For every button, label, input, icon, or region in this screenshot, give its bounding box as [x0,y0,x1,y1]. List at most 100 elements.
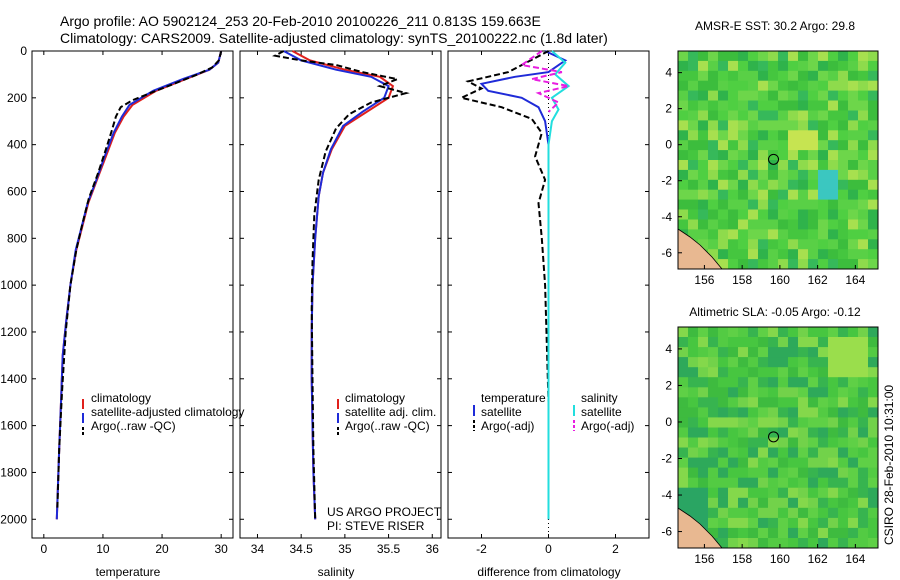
map-cell [748,169,759,181]
map-cell [678,169,689,181]
map-cell [758,437,769,448]
map-cell [738,90,749,101]
map-cell [718,130,729,141]
map-cell [738,527,749,539]
temperature-legend: climatology satellite-adjusted climatolo… [82,391,244,437]
map-cell [688,110,699,121]
map-cell [688,169,699,181]
map-cell [858,189,869,201]
map-cell [768,507,779,519]
map-cell [758,387,769,398]
map-cell [678,357,689,368]
map-cell [738,140,749,151]
map-cell [748,327,759,338]
map-cell [798,538,809,549]
map-cell [768,477,779,489]
legend-label: satellite-adjusted climatology [91,405,244,419]
map-cell [698,120,709,131]
map-cell [778,140,789,151]
map-cell [848,259,859,270]
map-cell [858,437,869,448]
map-cell [838,249,849,260]
x-tick-label: 34.5 [289,542,313,556]
map-cell [718,51,729,62]
map-cell [758,80,769,92]
map-cell [808,377,819,388]
map-cell [748,120,759,131]
map-cell [838,189,849,201]
x-tick-label: 158 [732,552,752,566]
map-cell [798,140,809,151]
map-cell [758,100,769,111]
map-cell [688,477,699,489]
map-cell [798,397,809,408]
map-cell [678,199,689,210]
map-cell [838,457,849,469]
map-cell [708,199,719,210]
map-cell [828,169,839,181]
map-cell [858,70,869,82]
map-cell [708,179,719,191]
map-cell [768,397,779,408]
map-cell [728,507,739,519]
map-cell [788,497,799,509]
y-tick-label: 2 [665,102,672,116]
map-cell [818,169,829,181]
map-cell [718,209,729,220]
map-cell [728,467,739,479]
y-tick-label: -2 [661,174,672,188]
map-cell [778,507,789,519]
temperature-axis-label: temperature [96,565,161,579]
map-cell [818,417,829,428]
map-cell [838,367,849,378]
map-cell [838,160,849,171]
map-cell [768,199,779,210]
map-cell [818,150,829,161]
map-cell [778,51,789,62]
difference-panel: -2 0 2 [447,50,650,556]
map-cell [678,189,689,201]
map-cell [678,487,689,499]
map-cell [748,229,759,240]
map-cell [718,517,729,529]
map-cell [758,507,769,519]
map-cell [778,377,789,388]
map-cell [698,407,709,418]
map-cell [828,407,839,418]
map-cell [818,487,829,499]
map-cell [778,487,789,499]
map-cell [788,427,799,438]
map-cell [848,517,859,529]
map-cell [828,538,839,549]
y-tick-label: 4 [665,342,672,356]
map-cell [848,120,859,131]
map-cell [738,60,749,72]
map-cell [828,90,839,101]
map-cell [828,209,839,220]
map-cell [718,397,729,408]
map-cell [838,387,849,398]
map-cell [828,337,839,348]
map-cell [858,407,869,418]
map-cell [698,51,709,62]
map-cell [748,487,759,499]
map-cell [678,377,689,388]
map-cell [868,80,879,92]
map-cell [808,487,819,499]
map-cell [858,169,869,181]
map-cell [808,357,819,368]
map-cell [718,169,729,181]
map-cell [838,467,849,479]
map-cell [738,517,749,529]
x-tick-label: 156 [694,552,714,566]
map-cell [828,417,839,428]
map-cell [788,150,799,161]
map-cell [858,179,869,191]
map-cell [738,497,749,509]
map-cell [808,199,819,210]
map-cell [788,110,799,121]
map-cell [728,427,739,438]
map-cell [858,90,869,101]
series-line-climatology [55,50,223,520]
map-cell [808,337,819,348]
